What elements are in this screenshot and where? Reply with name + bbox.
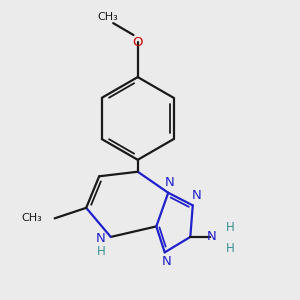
Text: N: N — [191, 189, 201, 202]
Text: H: H — [97, 245, 105, 258]
Text: CH₃: CH₃ — [98, 12, 118, 22]
Text: H: H — [226, 242, 234, 255]
Text: N: N — [162, 255, 171, 268]
Text: H: H — [226, 220, 234, 234]
Text: N: N — [207, 230, 217, 243]
Text: O: O — [133, 35, 143, 49]
Text: N: N — [165, 176, 175, 189]
Text: CH₃: CH₃ — [22, 213, 42, 223]
Text: N: N — [96, 232, 106, 245]
